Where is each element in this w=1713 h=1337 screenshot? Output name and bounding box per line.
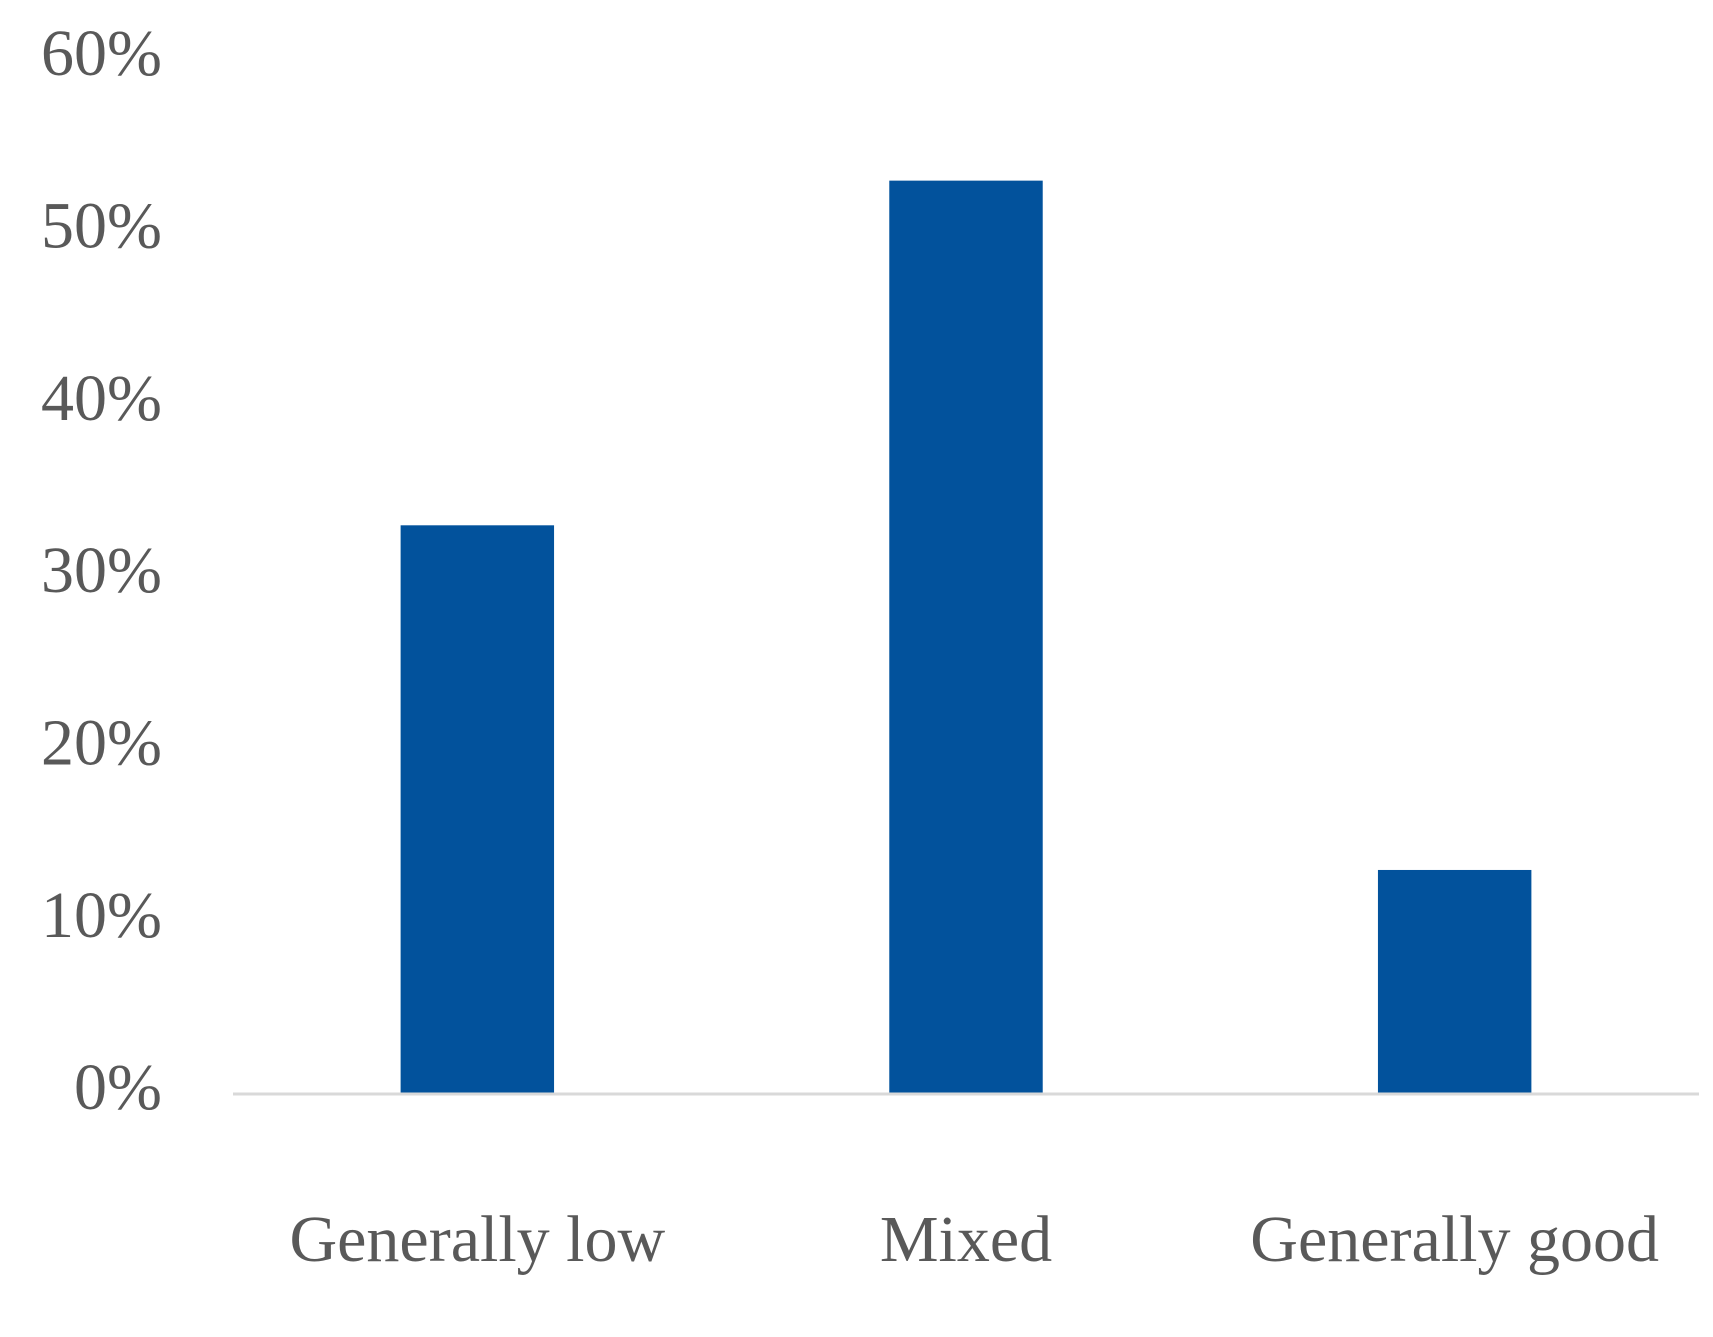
y-tick-label: 10% [41, 879, 162, 952]
y-tick-label: 20% [41, 706, 162, 779]
x-tick-label: Mixed [879, 1203, 1053, 1276]
bar [400, 525, 555, 1094]
bar [1377, 869, 1532, 1094]
y-tick-label: 50% [41, 189, 162, 262]
x-tick-label: Generally good [1250, 1203, 1659, 1276]
bar [889, 180, 1043, 1095]
y-tick-label: 30% [41, 534, 162, 607]
x-tick-label: Generally low [289, 1203, 666, 1276]
y-tick-label: 60% [41, 17, 162, 90]
y-tick-label: 40% [41, 362, 162, 435]
y-tick-label: 0% [74, 1051, 162, 1124]
